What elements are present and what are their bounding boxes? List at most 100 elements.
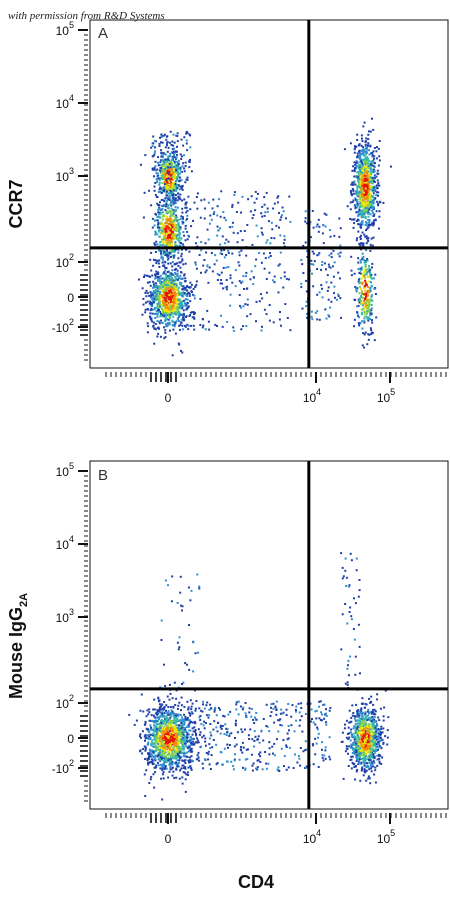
event-dot xyxy=(166,271,169,274)
event-dot xyxy=(255,197,258,200)
event-dot xyxy=(318,252,321,255)
event-dot xyxy=(177,222,180,225)
event-dot xyxy=(193,297,196,300)
event-dot xyxy=(368,208,371,211)
event-dot xyxy=(378,215,381,218)
event-dot xyxy=(164,230,167,233)
event-dot xyxy=(305,290,308,293)
event-dot xyxy=(172,770,175,773)
event-dot xyxy=(331,265,334,268)
event-dot xyxy=(356,199,359,201)
event-dot xyxy=(158,715,161,718)
event-dot xyxy=(355,145,358,148)
event-dot xyxy=(156,320,159,323)
event-dot xyxy=(365,752,368,755)
event-dot xyxy=(171,735,174,738)
event-dot xyxy=(256,235,259,238)
event-dot xyxy=(376,693,379,696)
event-dot xyxy=(186,718,189,721)
event-dot xyxy=(358,223,361,226)
event-dot xyxy=(356,312,359,315)
event-dot xyxy=(358,272,361,274)
event-dot xyxy=(269,242,272,245)
event-dot xyxy=(171,250,174,253)
event-dot xyxy=(245,275,247,278)
event-dot xyxy=(180,278,183,280)
event-dot xyxy=(187,328,190,331)
event-dot xyxy=(180,155,183,158)
event-dot xyxy=(188,722,191,725)
event-dot xyxy=(363,150,366,153)
event-dot xyxy=(158,179,161,182)
event-dot xyxy=(361,213,364,216)
event-dot xyxy=(176,763,179,766)
event-dot xyxy=(214,254,217,257)
event-dot xyxy=(188,741,191,744)
event-dot xyxy=(152,755,155,758)
event-dot xyxy=(154,251,157,253)
event-dot xyxy=(360,296,363,299)
event-dot xyxy=(368,303,371,306)
event-dot xyxy=(170,310,173,313)
event-dot xyxy=(371,222,373,225)
event-dot xyxy=(183,288,186,291)
event-dot xyxy=(172,238,175,241)
event-dot xyxy=(177,162,180,165)
event-dot xyxy=(369,224,372,226)
event-dot xyxy=(164,242,167,245)
event-dot xyxy=(183,713,185,716)
event-dot xyxy=(358,278,361,281)
event-dot xyxy=(280,216,283,219)
event-dot xyxy=(192,311,195,314)
event-dot xyxy=(329,235,332,238)
event-dot xyxy=(165,204,168,206)
event-dot xyxy=(170,282,173,285)
event-dot xyxy=(182,221,185,224)
event-dot xyxy=(261,297,264,300)
event-dot xyxy=(177,195,180,198)
event-dot xyxy=(282,242,285,245)
event-dot xyxy=(171,269,174,272)
event-dot xyxy=(141,287,144,290)
event-dot xyxy=(369,289,372,292)
event-dot xyxy=(189,761,192,764)
event-dot xyxy=(148,294,151,297)
event-dot xyxy=(158,211,161,214)
event-dot xyxy=(175,262,178,265)
event-dot xyxy=(152,714,155,717)
event-dot xyxy=(161,171,164,174)
event-dot xyxy=(184,239,187,242)
event-dot xyxy=(362,125,365,128)
event-dot xyxy=(173,755,176,758)
event-dot xyxy=(174,704,177,706)
event-dot xyxy=(364,279,367,282)
event-dot xyxy=(359,261,362,264)
event-dot xyxy=(222,211,225,214)
event-dot xyxy=(151,749,154,752)
event-dot xyxy=(168,737,171,740)
event-dot xyxy=(173,296,176,298)
event-dot xyxy=(173,141,176,144)
event-dot xyxy=(374,219,377,222)
event-dot xyxy=(174,285,176,288)
event-dot xyxy=(176,751,178,754)
event-dot xyxy=(225,238,228,241)
event-dot xyxy=(165,723,168,726)
event-dot xyxy=(158,142,161,145)
event-dot xyxy=(318,225,321,228)
event-dot xyxy=(190,755,193,758)
event-dot xyxy=(171,319,174,322)
event-dot xyxy=(368,163,371,165)
event-dot xyxy=(371,319,373,322)
event-dot xyxy=(153,283,155,286)
event-dot xyxy=(357,713,360,715)
event-dot xyxy=(155,713,158,716)
event-dot xyxy=(224,286,227,289)
event-dot xyxy=(356,305,359,308)
event-dot xyxy=(167,218,170,220)
event-dot xyxy=(369,268,372,271)
event-dot xyxy=(173,742,176,745)
event-dot xyxy=(160,133,163,136)
event-dot xyxy=(162,764,165,766)
event-dot xyxy=(174,306,177,309)
